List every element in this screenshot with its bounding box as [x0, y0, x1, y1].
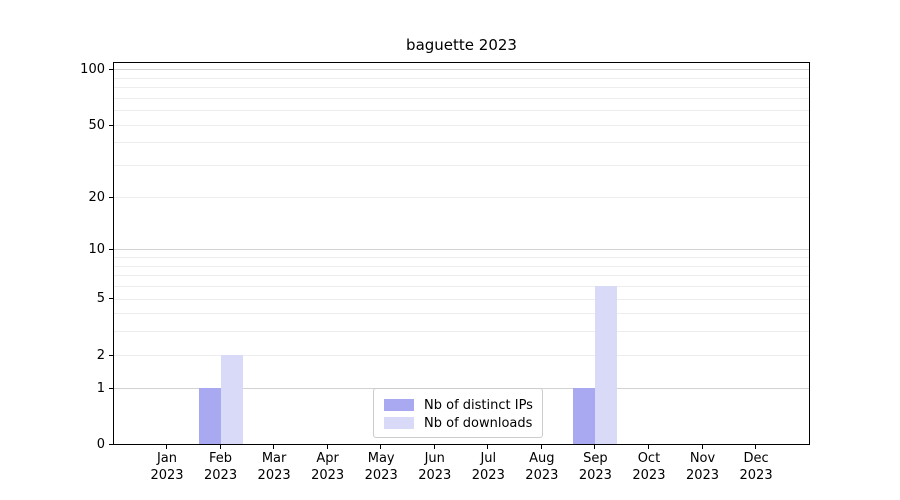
legend-swatch-downloads — [384, 417, 414, 429]
legend-label-distinct-ips: Nb of distinct IPs — [424, 397, 533, 413]
y-tick-mark — [109, 196, 113, 198]
gridline — [114, 124, 809, 126]
x-tick-mark — [273, 445, 275, 449]
y-tick-mark — [109, 444, 113, 445]
gridline — [114, 110, 809, 112]
x-tick-label: Dec 2023 — [739, 451, 773, 483]
x-tick-mark — [219, 445, 221, 449]
y-tick-label: 100 — [80, 62, 105, 78]
legend-item-distinct-ips: Nb of distinct IPs — [384, 396, 542, 414]
bar-nb-of-downloads — [595, 286, 618, 444]
gridline — [114, 196, 809, 198]
x-tick-label: Jan 2023 — [150, 451, 184, 483]
x-tick-mark — [755, 445, 757, 449]
y-tick-mark — [109, 354, 113, 356]
x-tick-mark — [380, 445, 382, 449]
y-tick-mark — [109, 298, 113, 300]
y-tick-mark — [109, 249, 113, 251]
bar-nb-of-distinct-ips — [573, 387, 596, 444]
y-tick-label: 2 — [96, 347, 105, 363]
gridline — [114, 298, 809, 300]
gridline — [114, 97, 809, 99]
gridline — [114, 331, 809, 333]
x-tick-mark — [487, 445, 489, 449]
bar-nb-of-downloads — [220, 354, 243, 444]
x-tick-mark — [540, 445, 542, 449]
x-tick-label: Feb 2023 — [204, 451, 238, 483]
x-tick-mark — [647, 445, 649, 449]
y-tick-label: 10 — [88, 242, 105, 258]
y-tick-mark — [109, 124, 113, 126]
legend-item-downloads: Nb of downloads — [384, 414, 542, 432]
chart-title: baguette 2023 — [406, 36, 517, 54]
gridline — [114, 257, 809, 258]
gridline — [114, 354, 809, 356]
legend-label-downloads: Nb of downloads — [424, 415, 533, 431]
x-tick-label: May 2023 — [364, 451, 398, 483]
x-tick-label: Nov 2023 — [685, 451, 720, 483]
gridline — [114, 165, 809, 167]
y-tick-label: 5 — [96, 291, 105, 307]
gridline — [114, 69, 809, 71]
x-tick-label: Jul 2023 — [471, 451, 505, 483]
y-tick-label: 50 — [88, 117, 105, 133]
gridline — [114, 87, 809, 89]
legend-swatch-distinct-ips — [384, 399, 414, 411]
y-tick-mark — [109, 69, 113, 71]
y-tick-label: 1 — [96, 380, 105, 396]
gridline — [114, 265, 809, 267]
x-tick-label: Sep 2023 — [578, 451, 612, 483]
legend: Nb of distinct IPs Nb of downloads — [373, 388, 543, 438]
gridline — [114, 249, 809, 251]
gridline — [114, 142, 809, 144]
x-tick-mark — [701, 445, 703, 449]
plot-area — [113, 62, 810, 445]
x-tick-mark — [433, 445, 435, 449]
x-tick-label: Mar 2023 — [257, 451, 291, 483]
x-tick-mark — [166, 445, 167, 449]
bar-nb-of-distinct-ips — [198, 387, 221, 444]
x-tick-label: Oct 2023 — [632, 451, 666, 483]
x-tick-label: Apr 2023 — [311, 451, 345, 483]
x-tick-label: Aug 2023 — [525, 451, 559, 483]
gridline — [114, 77, 809, 79]
y-tick-label: 0 — [96, 437, 105, 452]
y-tick-label: 20 — [88, 189, 105, 205]
y-tick-mark — [109, 387, 113, 389]
x-tick-mark — [594, 445, 596, 449]
gridline — [114, 313, 809, 315]
gridline — [114, 285, 809, 287]
x-tick-label: Jun 2023 — [418, 451, 452, 483]
gridline — [114, 275, 809, 277]
x-tick-mark — [326, 445, 328, 449]
